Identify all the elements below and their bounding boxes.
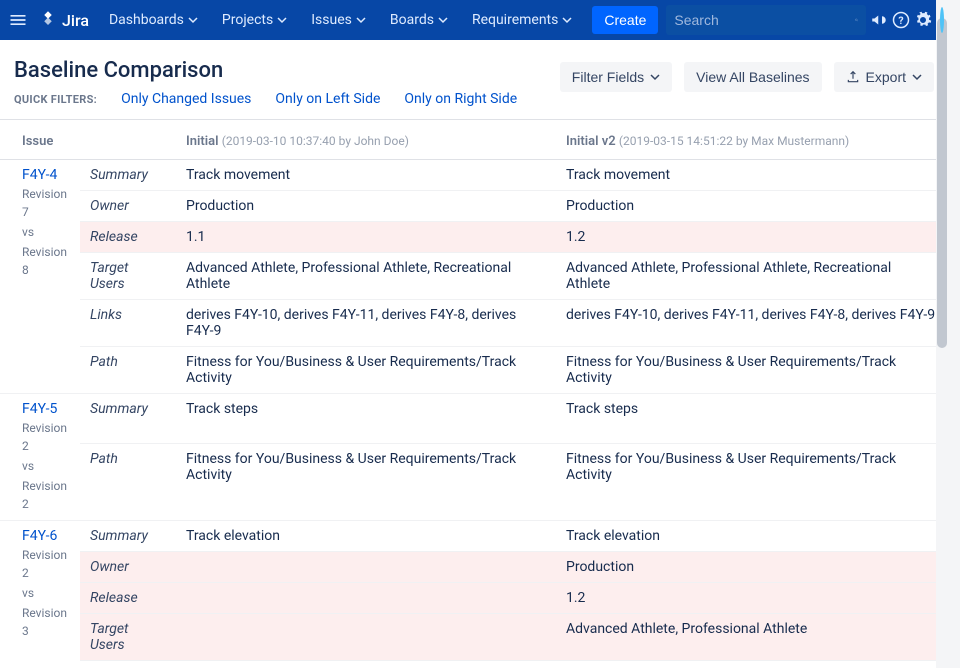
field-name: Owner: [90, 198, 129, 214]
chevron-down-icon: [912, 72, 922, 82]
field-name: Summary: [90, 401, 148, 417]
value-left: Advanced Athlete, Professional Athlete, …: [176, 253, 556, 300]
issue-key[interactable]: F4Y-5: [22, 401, 70, 417]
page-header: Baseline Comparison QUICK FILTERS: Only …: [0, 40, 948, 120]
field-name: Summary: [90, 167, 148, 183]
export-button[interactable]: Export: [834, 62, 934, 92]
scrollbar-track: [936, 0, 948, 668]
col-v2-header: Initial v2 (2019-03-15 14:51:22 by Max M…: [556, 120, 948, 160]
value-right: 1.2: [556, 583, 948, 614]
gear-icon[interactable]: [914, 4, 932, 36]
revision-right: Revision 3: [22, 604, 70, 640]
value-right: Advanced Athlete, Professional Athlete, …: [556, 253, 948, 300]
field-name: Path: [90, 451, 118, 467]
scrollbar-thumb[interactable]: [937, 18, 947, 348]
revision-left: Revision 7: [22, 185, 70, 221]
value-left: [176, 552, 556, 583]
col-issue-header: Issue: [0, 120, 80, 160]
nav-item-dashboards[interactable]: Dashboards: [99, 0, 208, 40]
value-left: Track movement: [176, 160, 556, 191]
value-left: 1.1: [176, 222, 556, 253]
value-left: derives F4Y-10, derives F4Y-11, derives …: [176, 300, 556, 347]
value-right: 1.2: [556, 222, 948, 253]
search-box[interactable]: [666, 5, 866, 35]
field-name: Release: [90, 229, 138, 245]
search-icon: [855, 12, 858, 28]
value-left: Fitness for You/Business & User Requirem…: [176, 347, 556, 394]
value-left: Track steps: [176, 394, 556, 444]
filter-fields-button[interactable]: Filter Fields: [560, 62, 672, 92]
field-name: Path: [90, 354, 118, 370]
value-right: Track steps: [556, 394, 948, 444]
filter-only-changed-issues[interactable]: Only Changed Issues: [121, 91, 251, 107]
value-left: [176, 614, 556, 661]
col-field-header: [80, 120, 176, 160]
value-right: Fitness for You/Business & User Requirem…: [556, 347, 948, 394]
export-icon: [846, 70, 860, 84]
quick-filters-label: QUICK FILTERS:: [14, 93, 97, 106]
chevron-down-icon: [438, 15, 448, 25]
search-input[interactable]: [674, 12, 855, 28]
value-right: Production: [556, 552, 948, 583]
revision-vs: vs: [22, 457, 70, 475]
field-name: Target Users: [90, 621, 128, 653]
value-left: [176, 583, 556, 614]
nav-item-boards[interactable]: Boards: [380, 0, 458, 40]
value-right: Advanced Athlete, Professional Athlete: [556, 614, 948, 661]
view-all-baselines-button[interactable]: View All Baselines: [684, 62, 821, 92]
value-right: Production: [556, 191, 948, 222]
export-label: Export: [866, 69, 906, 85]
value-right: Fitness for You/Business & User Requirem…: [556, 661, 948, 668]
nav-item-projects[interactable]: Projects: [212, 0, 297, 40]
chevron-down-icon: [188, 15, 198, 25]
megaphone-icon[interactable]: [870, 4, 888, 36]
value-right: Fitness for You/Business & User Requirem…: [556, 444, 948, 521]
col-v1-header: Initial (2019-03-10 10:37:40 by John Doe…: [176, 120, 556, 160]
value-right: Track elevation: [556, 521, 948, 552]
chevron-down-icon: [650, 72, 660, 82]
revision-vs: vs: [22, 584, 70, 602]
revision-vs: vs: [22, 223, 70, 241]
filter-fields-label: Filter Fields: [572, 69, 644, 85]
value-left: Fitness for You/Business & User Requirem…: [176, 444, 556, 521]
revision-left: Revision 2: [22, 419, 70, 455]
issue-key[interactable]: F4Y-4: [22, 167, 70, 183]
value-right: derives F4Y-10, derives F4Y-11, derives …: [556, 300, 948, 347]
value-left: Production: [176, 191, 556, 222]
chevron-down-icon: [277, 15, 287, 25]
revision-right: Revision 8: [22, 243, 70, 279]
top-nav: Jira DashboardsProjectsIssuesBoardsRequi…: [0, 0, 948, 40]
chevron-down-icon: [562, 15, 572, 25]
filter-only-on-right-side[interactable]: Only on Right Side: [404, 91, 517, 107]
nav-item-issues[interactable]: Issues: [301, 0, 376, 40]
field-name: Summary: [90, 528, 148, 544]
nav-item-requirements[interactable]: Requirements: [462, 0, 582, 40]
chevron-down-icon: [356, 15, 366, 25]
create-button[interactable]: Create: [592, 6, 658, 34]
value-right: Track movement: [556, 160, 948, 191]
field-name: Links: [90, 307, 122, 323]
product-name: Jira: [62, 11, 89, 30]
page-title: Baseline Comparison: [14, 58, 540, 83]
filter-only-on-left-side[interactable]: Only on Left Side: [275, 91, 380, 107]
revision-right: Revision 2: [22, 477, 70, 513]
jira-logo[interactable]: Jira: [32, 10, 95, 30]
revision-left: Revision 2: [22, 546, 70, 582]
value-left: Fitness for You/Business & User Requirem…: [176, 661, 556, 668]
comparison-table: Issue Initial (2019-03-10 10:37:40 by Jo…: [0, 120, 948, 668]
field-name: Target Users: [90, 260, 128, 292]
app-switcher-icon[interactable]: [8, 4, 28, 36]
value-left: Track elevation: [176, 521, 556, 552]
field-name: Release: [90, 590, 138, 606]
svg-text:?: ?: [899, 14, 904, 27]
field-name: Owner: [90, 559, 129, 575]
issue-key[interactable]: F4Y-6: [22, 528, 70, 544]
help-icon[interactable]: ?: [892, 4, 910, 36]
